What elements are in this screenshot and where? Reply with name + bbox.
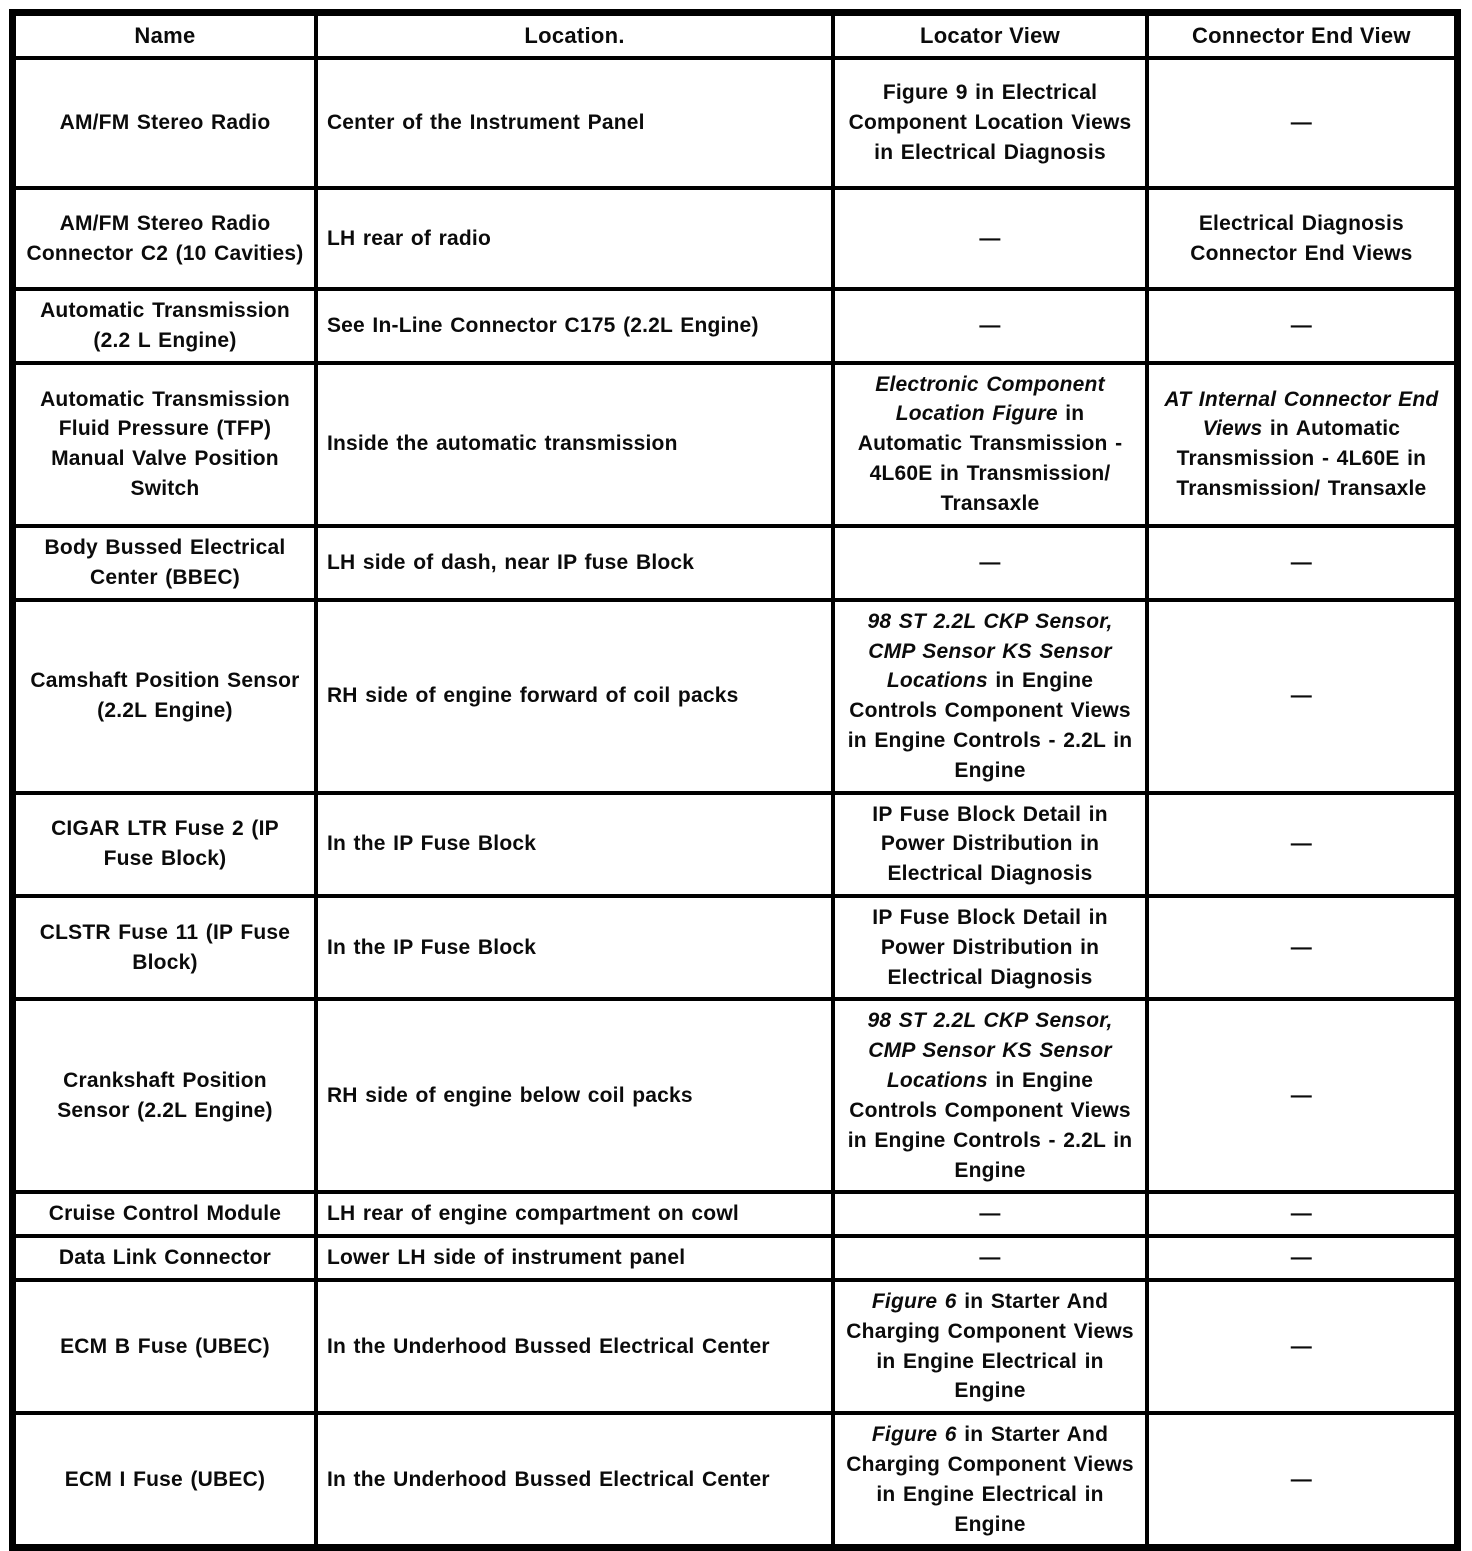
- cell-name: CIGAR LTR Fuse 2 (IP Fuse Block): [10, 790, 318, 899]
- table-row: Body Bussed Electrical Center (BBEC) LH s…: [10, 523, 1460, 602]
- table-row: Camshaft Position Sensor (2.2L Engine) RH…: [10, 597, 1460, 795]
- table-header-row: Name Location. Locator View Connector En…: [10, 10, 1460, 60]
- cell-name: ECM B Fuse (UBEC): [10, 1277, 318, 1416]
- cell-text: in Automatic Transmission - 4L60E in Tra…: [1176, 417, 1427, 500]
- cell-connector-end-view: —: [1144, 1190, 1460, 1239]
- cell-location: LH side of dash, near IP fuse Block: [313, 523, 836, 602]
- cell-name: AM/FM Stereo Radio Connector C2 (10 Cavi…: [10, 186, 318, 291]
- table-row: Data Link Connector Lower LH side of inst…: [10, 1234, 1460, 1282]
- cell-locator-view: 98 ST 2.2L CKP Sensor, CMP Sensor KS Sen…: [831, 597, 1149, 795]
- figure-reference-italic: 98 ST 2.2L CKP Sensor, CMP Sensor KS Sen…: [867, 1009, 1113, 1093]
- cell-connector-end-view: —: [1144, 893, 1460, 1002]
- table-row: AM/FM Stereo Radio Connector C2 (10 Cavi…: [10, 186, 1460, 291]
- cell-location: In the IP Fuse Block: [313, 790, 836, 899]
- cell-text: in Automatic Transmission - 4L60E in Tra…: [857, 402, 1123, 515]
- cell-connector-end-view: —: [1144, 523, 1460, 602]
- cell-locator-view: 98 ST 2.2L CKP Sensor, CMP Sensor KS Sen…: [831, 997, 1149, 1195]
- cell-locator-view: Figure 6 in Starter And Charging Compone…: [831, 1277, 1149, 1416]
- figure-reference-italic: AT Internal Connector End Views: [1164, 387, 1439, 441]
- cell-locator-view: Electronic Component Location Figure in …: [831, 360, 1149, 528]
- cell-connector-end-view: —: [1144, 1234, 1460, 1282]
- cell-locator-view: Figure 6 in Starter And Charging Compone…: [831, 1411, 1149, 1550]
- cell-location: See In-Line Connector C175 (2.2L Engine): [313, 287, 836, 365]
- column-header-name: Name: [10, 10, 318, 60]
- cell-locator-view: IP Fuse Block Detail in Power Distributi…: [831, 790, 1149, 899]
- cell-text: in Starter And Charging Component Views …: [846, 1289, 1134, 1403]
- cell-location: RH side of engine below coil packs: [313, 997, 836, 1195]
- table-row: Automatic Transmission Fluid Pressure (T…: [10, 360, 1460, 528]
- cell-connector-end-view: —: [1144, 1411, 1460, 1550]
- figure-reference-italic: 98 ST 2.2L CKP Sensor, CMP Sensor KS Sen…: [867, 609, 1113, 693]
- cell-name: Automatic Transmission Fluid Pressure (T…: [10, 360, 318, 528]
- cell-location: In the IP Fuse Block: [313, 893, 836, 1002]
- cell-name: Crankshaft Position Sensor (2.2L Engine): [10, 997, 318, 1195]
- cell-locator-view: IP Fuse Block Detail in Power Distributi…: [831, 893, 1149, 1002]
- cell-name: Automatic Transmission (2.2 L Engine): [10, 287, 318, 365]
- column-header-location: Location.: [313, 10, 836, 60]
- cell-location: In the Underhood Bussed Electrical Cente…: [313, 1277, 836, 1416]
- cell-location: Inside the automatic transmission: [313, 360, 836, 528]
- cell-name: CLSTR Fuse 11 (IP Fuse Block): [10, 893, 318, 1002]
- column-header-connector-end-view: Connector End View: [1144, 10, 1460, 60]
- cell-connector-end-view: AT Internal Connector End Views in Autom…: [1144, 360, 1460, 528]
- cell-connector-end-view: Electrical Diagnosis Connector End Views: [1144, 186, 1460, 291]
- cell-connector-end-view: —: [1144, 287, 1460, 365]
- cell-text: in Engine Controls Component Views in En…: [847, 1069, 1133, 1182]
- table-row: ECM I Fuse (UBEC) In the Underhood Bussed…: [10, 1411, 1460, 1550]
- component-location-table: Name Location. Locator View Connector En…: [9, 9, 1461, 1551]
- cell-connector-end-view: —: [1144, 997, 1460, 1195]
- cell-location: RH side of engine forward of coil packs: [313, 597, 836, 795]
- cell-location: Center of the Instrument Panel: [313, 56, 836, 190]
- table-row: Automatic Transmission (2.2 L Engine) See…: [10, 287, 1460, 365]
- cell-location: In the Underhood Bussed Electrical Cente…: [313, 1411, 836, 1550]
- cell-connector-end-view: —: [1144, 56, 1460, 190]
- cell-locator-view: —: [831, 523, 1149, 602]
- column-header-locator-view: Locator View: [831, 10, 1149, 60]
- cell-text: in Starter And Charging Component Views …: [846, 1423, 1134, 1536]
- cell-locator-view: —: [831, 1234, 1149, 1282]
- figure-reference-italic: Figure 6: [871, 1289, 957, 1313]
- cell-name: Camshaft Position Sensor (2.2L Engine): [10, 597, 318, 795]
- cell-location: LH rear of radio: [313, 186, 836, 291]
- cell-name: Data Link Connector: [10, 1234, 318, 1282]
- cell-locator-view: —: [831, 287, 1149, 365]
- table-row: CLSTR Fuse 11 (IP Fuse Block) In the IP F…: [10, 893, 1460, 1002]
- cell-location: Lower LH side of instrument panel: [313, 1234, 836, 1282]
- table-row: Crankshaft Position Sensor (2.2L Engine)…: [10, 997, 1460, 1195]
- cell-name: ECM I Fuse (UBEC): [10, 1411, 318, 1550]
- cell-name: Body Bussed Electrical Center (BBEC): [10, 523, 318, 602]
- table-row: Cruise Control Module LH rear of engine c…: [10, 1190, 1460, 1239]
- cell-connector-end-view: —: [1144, 1277, 1460, 1416]
- cell-locator-view: —: [831, 186, 1149, 291]
- cell-name: AM/FM Stereo Radio: [10, 56, 318, 190]
- cell-location: LH rear of engine compartment on cowl: [313, 1190, 836, 1239]
- table-row: AM/FM Stereo Radio Center of the Instrume…: [10, 56, 1460, 190]
- cell-name: Cruise Control Module: [10, 1190, 318, 1239]
- cell-locator-view: —: [831, 1190, 1149, 1239]
- table-body: AM/FM Stereo Radio Center of the Instrume…: [10, 56, 1460, 1550]
- figure-reference-italic: Electronic Component Location Figure: [875, 372, 1105, 426]
- figure-reference-italic: Figure 6: [871, 1423, 957, 1447]
- cell-text: in Engine Controls Component Views in En…: [847, 669, 1133, 782]
- table-row: ECM B Fuse (UBEC) In the Underhood Bussed…: [10, 1277, 1460, 1416]
- cell-locator-view: Figure 9 in Electrical Component Locatio…: [831, 56, 1149, 190]
- cell-connector-end-view: —: [1144, 790, 1460, 899]
- table-row: CIGAR LTR Fuse 2 (IP Fuse Block) In the I…: [10, 790, 1460, 899]
- cell-connector-end-view: —: [1144, 597, 1460, 795]
